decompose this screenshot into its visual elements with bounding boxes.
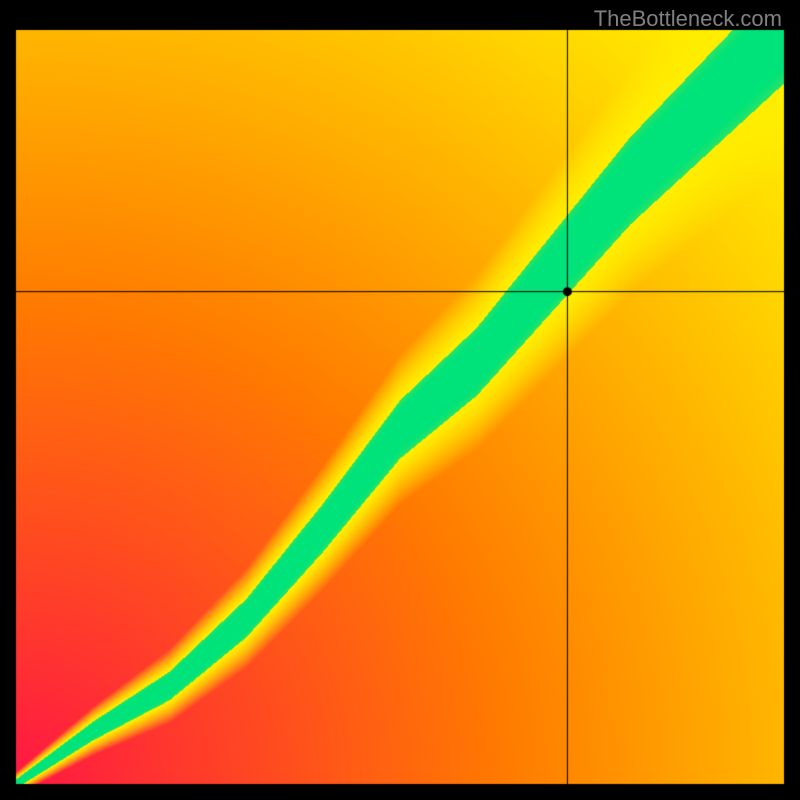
- heatmap-canvas: [0, 0, 800, 800]
- chart-container: TheBottleneck.com: [0, 0, 800, 800]
- watermark-text: TheBottleneck.com: [594, 6, 782, 32]
